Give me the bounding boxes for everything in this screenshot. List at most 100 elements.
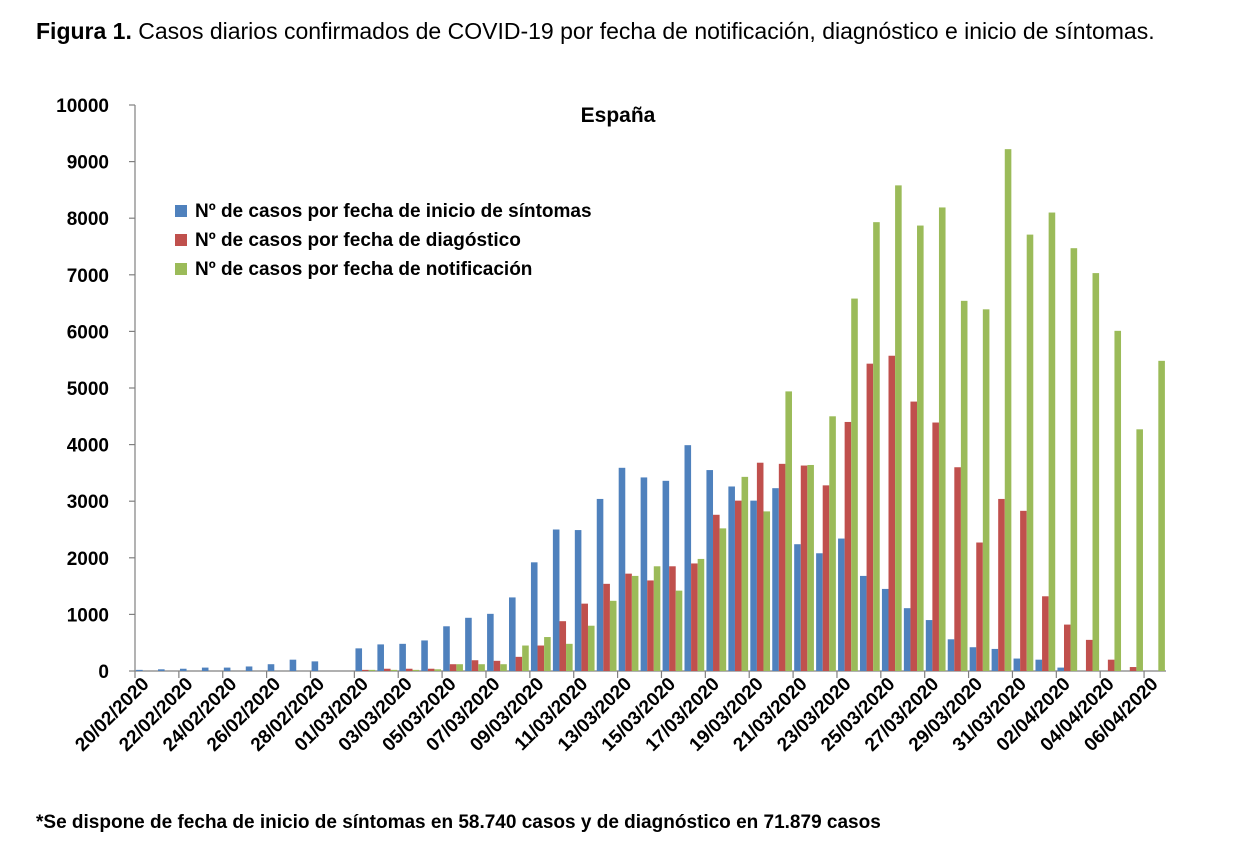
legend-label-2: Nº de casos por fecha de diagóstico [195,230,521,251]
bar-series-2-19/03/2020 [756,462,764,671]
bar-series-2-31/03/2020 [1020,510,1027,671]
footnote: *Se dispone de fecha de inicio de síntom… [36,812,881,833]
bar-series-1-28/03/2020 [947,639,955,671]
bar-series-1-23/03/2020 [838,538,845,671]
bar-series-1-06/03/2020 [465,617,472,671]
bar-series-1-24/02/2020 [223,667,231,671]
bar-series-2-17/03/2020 [713,514,720,671]
bar-series-2-13/03/2020 [625,573,632,671]
bar-series-3-26/03/2020 [917,225,924,672]
bar-series-1-12/03/2020 [596,498,604,671]
bar-series-1-15/03/2020 [662,480,670,671]
bar-series-3-01/03/2020 [368,669,376,671]
bar-series-3-06/03/2020 [478,664,485,671]
bar-series-1-16/03/2020 [684,445,692,671]
bar-series-2-16/03/2020 [691,563,698,671]
bar-series-3-24/03/2020 [873,222,880,672]
y-tick-label: 2000 [67,549,109,570]
y-axis-labels: 0 1000 2000 3000 4000 5000 6000 7000 8000 9000 100… [56,96,109,683]
bar-series-2-15/03/2020 [669,566,676,671]
y-tick-label: 4000 [67,436,109,457]
bar-series-3-29/03/2020 [982,309,990,671]
legend-swatch-2 [175,234,187,246]
bar-series-3-11/03/2020 [587,625,595,671]
bar-series-2-04/04/2020 [1107,659,1115,671]
bar-series-2-20/03/2020 [778,463,786,671]
bar-series-1-21/02/2020 [158,669,165,671]
bar-series-2-29/03/2020 [976,542,983,671]
bar-series-1-01/03/2020 [355,648,363,671]
bar-series-3-05/04/2020 [1136,429,1143,671]
bar-series-3-02/04/2020 [1070,248,1078,671]
bar-series-2-28/03/2020 [954,467,961,671]
y-tick-label: 5000 [67,379,109,400]
bar-series-1-25/03/2020 [881,588,889,671]
bar-series-2-03/04/2020 [1085,639,1093,671]
bar-series-2-01/04/2020 [1042,596,1049,671]
bar-series-3-30/03/2020 [1004,149,1012,671]
bar-series-1-24/03/2020 [859,575,867,671]
bar-series-1-05/03/2020 [443,626,450,671]
bar-series-1-07/03/2020 [487,613,494,671]
bar-series-2-24/03/2020 [866,363,874,671]
bar-series-1-20/03/2020 [772,488,779,671]
bar-series-3-15/03/2020 [675,590,683,671]
bar-series-3-20/03/2020 [785,391,792,671]
bar-series-3-03/03/2020 [412,669,420,671]
bar-series-1-14/03/2020 [640,477,648,671]
bar-series-3-09/03/2020 [544,637,551,671]
bar-series-1-09/03/2020 [530,562,538,671]
bar-series-3-27/03/2020 [938,207,946,672]
x-axis-labels: 20/02/202022/02/202024/02/202026/02/2020… [71,674,1162,756]
bar-series-1-08/03/2020 [509,597,516,671]
bar-series-3-06/04/2020 [1158,360,1165,671]
bar-series-2-14/03/2020 [647,580,654,671]
bar-series-3-18/03/2020 [741,476,749,671]
bar-series-1-11/03/2020 [574,530,582,671]
bar-series-2-05/03/2020 [449,664,457,671]
y-tick-label: 6000 [67,322,109,343]
chart-bars [136,149,1165,672]
bar-series-1-21/03/2020 [794,544,801,671]
bar-series-1-28/02/2020 [311,661,319,671]
bar-series-1-27/02/2020 [289,659,297,671]
bar-series-2-04/03/2020 [427,668,435,671]
bar-series-2-05/04/2020 [1129,667,1137,671]
bar-series-1-23/02/2020 [201,667,209,671]
y-tick-label: 9000 [67,153,109,174]
bar-series-3-16/03/2020 [697,558,705,671]
bar-series-1-18/03/2020 [728,486,735,671]
bar-series-2-08/03/2020 [515,656,523,671]
bar-series-3-28/03/2020 [960,300,968,671]
bar-series-1-03/03/2020 [399,643,406,671]
bar-series-2-06/03/2020 [471,660,479,671]
bar-series-1-30/03/2020 [991,648,999,671]
bar-series-2-07/03/2020 [493,660,501,671]
chart-legend: Nº de casos por fecha de inicio de sínto… [175,201,592,280]
bar-series-3-08/03/2020 [522,645,529,671]
bar-series-1-27/03/2020 [925,620,933,671]
bar-series-2-22/03/2020 [822,485,830,671]
bar-series-2-01/03/2020 [362,669,369,671]
bar-series-2-10/03/2020 [559,621,567,671]
bar-series-3-04/03/2020 [434,669,442,671]
figure-caption: Figura 1. Casos diarios confirmados de C… [36,14,1202,48]
bar-series-1-25/02/2020 [245,666,253,671]
bar-series-2-09/03/2020 [537,645,545,671]
bar-series-1-29/03/2020 [969,647,977,671]
bar-series-3-22/03/2020 [829,416,836,671]
bar-series-3-03/04/2020 [1092,273,1100,671]
legend-label-1: Nº de casos por fecha de inicio de sínto… [195,201,592,222]
bar-series-2-03/03/2020 [405,668,413,671]
bar-series-3-17/03/2020 [719,528,727,671]
bar-series-3-10/03/2020 [566,643,573,671]
y-tick-label: 0 [98,662,109,683]
bar-series-2-30/03/2020 [998,498,1005,671]
bar-series-2-21/03/2020 [800,465,808,671]
bar-series-3-05/03/2020 [456,664,463,671]
bar-series-3-21/03/2020 [807,464,814,671]
bar-series-2-02/04/2020 [1063,624,1071,671]
bar-series-1-19/03/2020 [750,500,757,671]
bar-series-2-23/03/2020 [844,421,852,671]
